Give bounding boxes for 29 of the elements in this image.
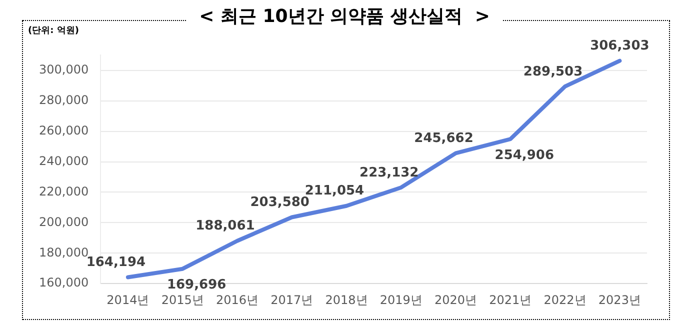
x-tick-label: 2023년 [598,292,641,307]
x-tick-label: 2022년 [544,292,586,307]
data-label: 169,696 [166,278,226,293]
x-tick-label: 2014년 [106,292,150,307]
y-tick-label: 240,000 [39,154,89,168]
x-tick-label: 2019년 [380,292,422,307]
x-tick-label: 2015년 [161,292,204,307]
data-label: 203,580 [250,195,310,210]
y-tick-label: 280,000 [39,93,89,108]
data-label: 254,906 [494,148,554,163]
y-tick-label: 180,000 [39,245,89,260]
data-label: 245,662 [414,131,474,146]
y-tick-label: 200,000 [39,214,89,229]
x-tick-label: 2021년 [489,292,532,307]
text: (단위: 억원) [28,25,79,37]
data-label: 223,132 [360,165,419,180]
x-tick-label: 2016년 [216,292,258,307]
y-tick-label: 260,000 [39,123,89,138]
chart-title: < 최근 10년간 의약품 생산실적 > [187,6,502,27]
data-label: 289,503 [523,64,583,80]
x-tick-label: 2018년 [325,292,368,307]
x-tick-label: 2020년 [434,292,478,307]
y-tick-label: 220,000 [39,184,89,198]
y-tick-label: 300,000 [39,62,89,77]
data-label: 306,303 [590,38,650,54]
y-tick-label: 160,000 [39,276,89,290]
data-label: 164,194 [86,255,146,270]
data-label: 188,061 [196,218,255,234]
x-tick-label: 2017년 [270,292,314,307]
